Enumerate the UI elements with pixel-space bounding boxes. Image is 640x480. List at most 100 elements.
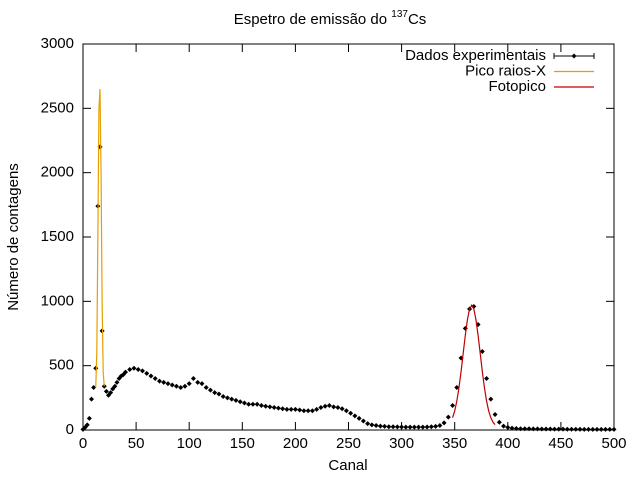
data-point [220,394,226,400]
y-tick-label: 2000 [41,164,74,181]
data-point [594,426,600,432]
legend-label: Fotopico [488,78,546,95]
data-point [186,381,192,387]
y-axis-label: Número de contagens [5,163,22,311]
x-tick-label: 150 [230,435,255,452]
data-point [88,396,94,402]
data-point [263,403,269,409]
data-point [339,406,345,412]
data-point [309,408,315,414]
data-point [86,415,92,421]
data-point [326,403,332,409]
x-tick-label: 50 [128,435,145,452]
data-point [122,369,128,375]
data-point [377,423,383,429]
data-point [292,406,298,412]
data-point [450,403,456,409]
data-point [492,412,498,418]
data-point [331,404,337,410]
x-tick-label: 300 [389,435,414,452]
data-point [114,379,120,385]
data-point [513,425,519,431]
data-point [547,426,553,432]
data-point [267,404,273,410]
data-point [420,424,426,430]
data-point [112,383,118,389]
y-tick-label: 2500 [41,99,74,116]
data-point [416,424,422,430]
data-point [407,424,413,430]
data-point [229,396,235,402]
y-tick-label: 1500 [41,228,74,245]
data-point [577,426,583,432]
x-tick-label: 500 [601,435,626,452]
data-point [224,395,230,401]
data-point [586,426,592,432]
data-point [348,410,354,416]
data-point [127,367,133,373]
data-point [258,403,264,409]
x-axis-label: Canal [328,457,367,474]
data-point [569,426,575,432]
x-tick-label: 0 [79,435,87,452]
title-text: Espetro de emissão do [234,11,392,28]
data-point [233,397,239,403]
data-point [156,378,162,384]
data-point [437,422,443,428]
x-tick-label: 400 [495,435,520,452]
data-point [454,385,460,391]
data-point [297,407,303,413]
data-point [84,422,90,428]
data-point [271,404,277,410]
data-point [611,426,617,432]
x-tick-label: 350 [442,435,467,452]
data-point [135,367,141,373]
data-point [433,423,439,429]
data-point [484,376,490,382]
data-point [411,424,417,430]
y-tick-label: 3000 [41,35,74,52]
data-point [352,413,358,419]
data-point [509,425,515,431]
legend-label: Dados experimentais [405,47,546,64]
data-point [212,390,218,396]
y-tick-label: 0 [66,421,74,438]
data-point [314,406,320,412]
data-point [207,387,213,393]
data-point [131,365,137,371]
data-point [445,414,451,420]
data-point [365,421,371,427]
data-point [335,404,341,410]
data-point [237,399,243,405]
legend-sample [571,53,577,59]
x-tick-label: 100 [177,435,202,452]
data-point [543,426,549,432]
data-point [501,423,507,429]
data-point [522,426,528,432]
data-point [343,408,349,414]
data-point [488,396,494,402]
data-point [195,379,201,385]
data-point [322,403,328,409]
data-point [424,424,430,430]
data-point [598,426,604,432]
data-point [284,406,290,412]
data-point [280,406,286,412]
data-point [356,415,362,421]
legend-label: Pico raios-X [465,62,546,79]
data-point [573,426,579,432]
data-point [190,376,196,382]
x-tick-label: 250 [336,435,361,452]
data-point [552,426,558,432]
data-point [182,383,188,389]
data-point [403,424,409,430]
data-point [518,426,524,432]
data-point [530,426,536,432]
y-tick-label: 1000 [41,292,74,309]
data-point [161,379,167,385]
data-point [246,401,252,407]
data-point [394,424,400,430]
data-point [496,419,502,425]
data-point [399,424,405,430]
